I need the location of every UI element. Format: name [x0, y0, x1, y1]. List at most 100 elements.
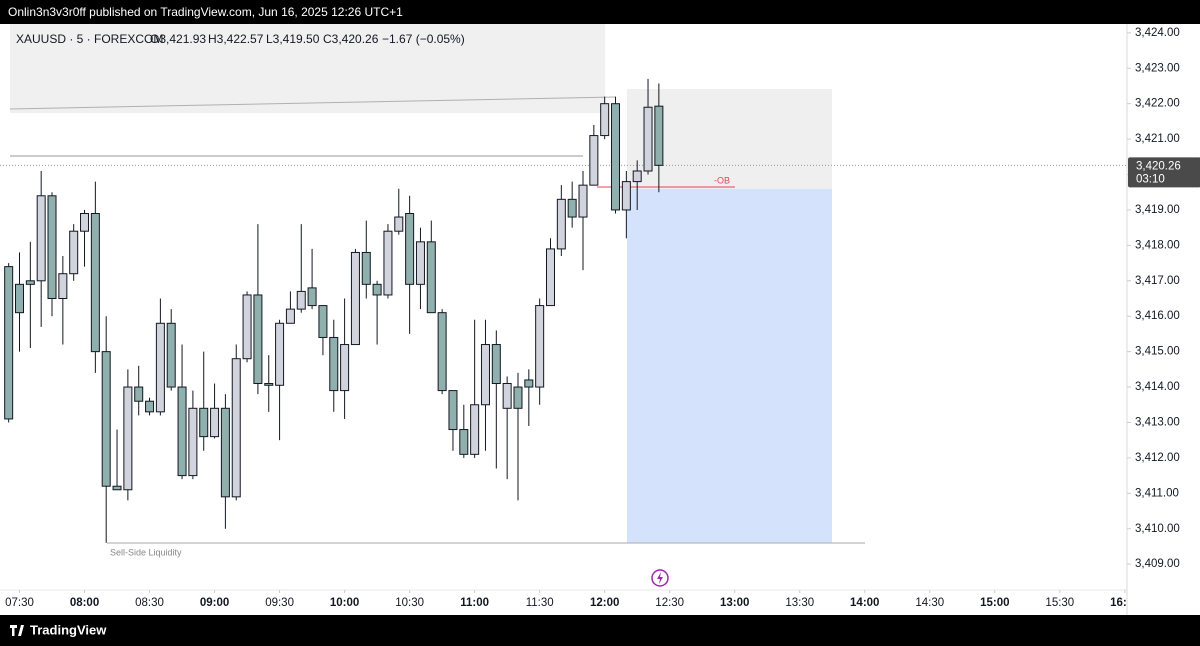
range-box: [10, 24, 605, 113]
x-tick-label: 11:00: [460, 597, 489, 609]
event-circle: [651, 569, 669, 587]
candle-body: [4, 266, 14, 420]
x-tick-label: 14:00: [850, 597, 879, 609]
candle-body: [350, 251, 360, 346]
candle-body: [600, 103, 610, 137]
x-tick-label: 12:30: [655, 597, 684, 609]
candle-body: [372, 283, 382, 296]
y-tick-label: 3,417.00: [1135, 275, 1180, 287]
y-tick-label: 3,413.00: [1135, 416, 1180, 428]
candle-body: [285, 308, 295, 324]
candle-body: [459, 429, 469, 455]
x-tick-label: 09:00: [200, 597, 229, 609]
trend-line: [9, 96, 616, 110]
candle-body: [112, 485, 122, 491]
candle-body: [502, 383, 512, 409]
candle-body: [47, 195, 57, 299]
y-tick-label: 3,411.00: [1135, 487, 1179, 499]
candle-body: [253, 294, 263, 385]
x-tick-label: 08:30: [135, 597, 164, 609]
candle-body: [220, 407, 230, 498]
publisher: Onlin3n3v3r0ff published on TradingView.…: [8, 5, 403, 19]
candle-body: [448, 390, 458, 431]
y-tick-label: 3,424.00: [1135, 27, 1180, 39]
candle-body: [90, 212, 100, 353]
y-tick-label: 3,418.00: [1135, 239, 1180, 251]
candle-body: [394, 216, 404, 232]
candle-body: [415, 241, 425, 285]
candle-body: [58, 273, 68, 299]
candle-body: [524, 379, 534, 388]
y-tick-label: 3,415.00: [1135, 346, 1180, 358]
candle-body: [80, 212, 90, 232]
candle-body: [589, 135, 599, 186]
x-tick-label: 08:00: [70, 597, 99, 609]
candle-body: [36, 195, 46, 282]
candle-body: [361, 251, 371, 285]
x-tick-label: 15:00: [980, 597, 1009, 609]
candle-body: [535, 305, 545, 388]
y-tick-label: 3,419.00: [1135, 204, 1180, 216]
candle-body: [145, 400, 155, 413]
candle-body: [654, 105, 664, 166]
candle-body: [188, 407, 198, 477]
candle-body: [242, 294, 252, 360]
candle-body: [470, 404, 480, 455]
event-bolt: [657, 572, 663, 584]
x-tick-label: 15:30: [1045, 597, 1074, 609]
legend-ohlc: H3,422.57: [208, 32, 264, 46]
y-tick-label: 3,416.00: [1135, 310, 1180, 322]
y-tick-label: 3,410.00: [1135, 523, 1180, 535]
order-block-label: -OB: [714, 175, 730, 185]
candle-body: [643, 106, 653, 172]
last-price-box: [1128, 157, 1200, 188]
candle-body: [383, 230, 393, 296]
candle-body: [632, 170, 642, 183]
brand: TradingView: [30, 622, 107, 637]
candle-body: [545, 248, 555, 307]
candle-body: [329, 336, 339, 392]
x-tick-label: 07:30: [5, 597, 34, 609]
candle-body: [513, 386, 523, 409]
candle-body: [296, 290, 306, 310]
x-tick-label: 11:30: [526, 597, 554, 609]
candle-body: [69, 230, 79, 275]
candle-body: [405, 212, 415, 285]
candle-body: [134, 386, 144, 402]
candle-body: [199, 407, 209, 438]
y-tick-label: 3,409.00: [1135, 558, 1180, 570]
stop-zone: [627, 189, 832, 543]
bottom-bar: [0, 615, 1200, 646]
x-tick-label: 10:00: [330, 597, 359, 609]
candle-body: [556, 198, 566, 250]
x-tick-label: 12:00: [590, 597, 619, 609]
liquidity-label: Sell-Side Liquidity: [110, 547, 182, 557]
candle-body: [166, 322, 176, 388]
y-tick-label: 3,414.00: [1135, 381, 1180, 393]
last-price-label: 3,420.26: [1136, 160, 1181, 172]
y-tick-label: 3,422.00: [1135, 98, 1180, 110]
legend-ohlc: L3,419.50: [266, 32, 320, 46]
candle-body: [210, 407, 220, 438]
candle-body: [340, 344, 350, 392]
y-tick-label: 3,412.00: [1135, 452, 1180, 464]
legend-symbol: XAUUSD · 5 · FOREXCOM: [16, 32, 163, 46]
legend-change: −1.67 (−0.05%): [382, 32, 465, 46]
candle-body: [621, 181, 631, 211]
candle-body: [275, 322, 285, 386]
candle-body: [567, 198, 577, 218]
y-tick-label: 3,423.00: [1135, 62, 1180, 74]
x-tick-label: 09:30: [265, 597, 294, 609]
candle-body: [177, 386, 187, 477]
legend-ohlc: C3,420.26: [323, 32, 379, 46]
candle-body: [231, 358, 241, 498]
candle-body: [123, 386, 133, 491]
candle-body: [578, 184, 588, 218]
candle-body: [264, 383, 274, 386]
candle-body: [101, 351, 111, 487]
candle-body: [611, 103, 621, 211]
candle-body: [480, 344, 490, 406]
top-bar: [0, 0, 1200, 24]
candle-body: [25, 280, 35, 285]
